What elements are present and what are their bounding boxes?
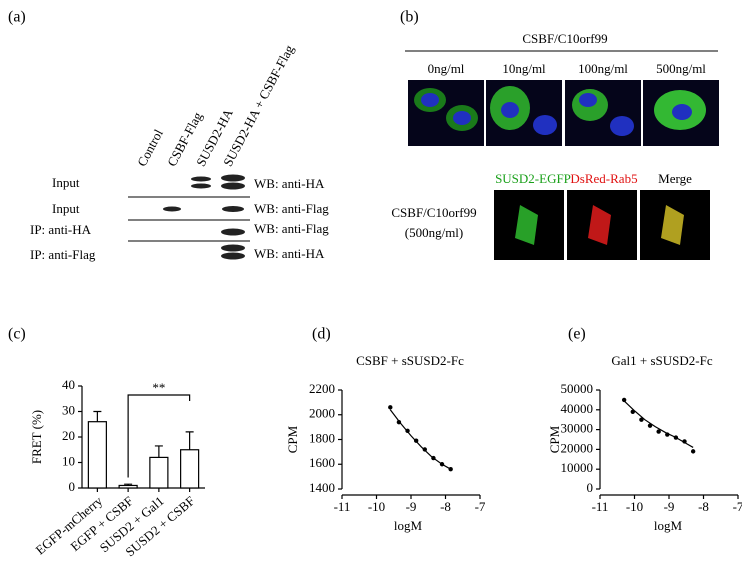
data-point — [656, 429, 661, 434]
fit-curve — [389, 409, 451, 470]
y-tick-label: 20000 — [561, 440, 594, 455]
data-point — [673, 435, 679, 440]
y-tick-label: 10000 — [561, 460, 594, 475]
error-bar — [124, 483, 133, 486]
panel-label: (e) — [568, 326, 586, 343]
y-tick-label: 1600 — [309, 455, 335, 470]
x-tick-label: -8 — [698, 499, 709, 514]
y-tick-label: 30000 — [561, 421, 594, 436]
y-tick-label: 40 — [62, 377, 75, 392]
y-tick-label: 1800 — [309, 430, 335, 445]
y-tick-label: 2200 — [309, 381, 335, 396]
significance-bracket — [127, 394, 191, 478]
data-point — [388, 405, 393, 410]
data-point — [630, 409, 635, 414]
data-point — [682, 439, 687, 444]
y-tick-label: 0 — [587, 480, 594, 495]
wb-label: WB: anti-Flag — [254, 221, 329, 236]
row-label: Input — [52, 201, 80, 216]
x-axis-label: logM — [654, 518, 683, 533]
data-point — [413, 438, 419, 443]
data-point — [439, 462, 445, 467]
treatment-label: CSBF/C10orf99 — [391, 205, 476, 220]
data-point — [396, 419, 402, 425]
y-tick-label: 1400 — [309, 480, 335, 495]
panel-label: (d) — [312, 326, 331, 343]
micrographs — [408, 80, 719, 260]
chart-title: CSBF + sSUSD2-Fc — [356, 353, 464, 368]
data-point — [448, 467, 453, 472]
error-bar — [93, 410, 102, 422]
x-tick-label: -7 — [475, 499, 486, 514]
panel-label: (b) — [400, 9, 419, 26]
y-tick-label: 20 — [62, 428, 75, 443]
dose-label: 0ng/ml — [428, 61, 465, 76]
panel-label: (c) — [8, 326, 26, 343]
bar — [118, 484, 138, 489]
x-tick-label: -10 — [626, 499, 643, 514]
y-tick-label: 0 — [69, 479, 76, 494]
data-point — [639, 417, 644, 422]
error-bar — [154, 445, 163, 458]
y-tick-label: 50000 — [561, 381, 594, 396]
annotation: ** — [152, 380, 165, 395]
x-tick-label: -9 — [406, 499, 417, 514]
y-tick-label: 2000 — [309, 406, 335, 421]
data-point — [665, 432, 670, 437]
x-tick-label: -8 — [440, 499, 451, 514]
wb-label: WB: anti-HA — [254, 246, 325, 261]
x-axis-label: logM — [394, 518, 423, 533]
x-tick-label: -11 — [592, 499, 609, 514]
x-tick-label: -10 — [368, 499, 385, 514]
x-tick-label: -11 — [334, 499, 351, 514]
y-axis-label: CPM — [285, 425, 300, 453]
y-axis-label: FRET (%) — [29, 410, 44, 464]
lane-label: SUSD2-HA + CSBF-Flag — [220, 42, 297, 169]
wb-label: WB: anti-Flag — [254, 201, 329, 216]
row-label: IP: anti-HA — [30, 222, 92, 237]
y-tick-label: 10 — [62, 453, 75, 468]
row-label: IP: anti-Flag — [30, 247, 96, 262]
x-tick-label: -9 — [664, 499, 675, 514]
data-point — [431, 455, 436, 461]
lane-label: Control — [134, 126, 166, 168]
dose-label: 100ng/ml — [578, 61, 628, 76]
bar — [149, 456, 169, 489]
x-tick-label: -7 — [733, 499, 742, 514]
dose-label: 500ng/ml — [656, 61, 706, 76]
data-point — [690, 449, 696, 454]
treatment-label: CSBF/C10orf99 — [522, 31, 607, 46]
wb-label: WB: anti-HA — [254, 176, 325, 191]
y-axis-label: CPM — [547, 425, 562, 453]
channel-label: SUSD2-EGFP — [495, 171, 571, 186]
channel-label: Merge — [658, 171, 692, 186]
error-bar — [185, 431, 194, 450]
data-point — [621, 397, 627, 403]
dose-label: 10ng/ml — [502, 61, 546, 76]
panel-label: (a) — [8, 9, 26, 26]
channel-label: DsRed-Rab5 — [570, 171, 637, 186]
blot — [128, 174, 250, 260]
chart-title: Gal1 + sSUSD2-Fc — [611, 353, 712, 368]
dose-label: (500ng/ml) — [405, 225, 464, 240]
data-point — [422, 447, 427, 452]
data-point — [647, 423, 653, 428]
bar — [87, 421, 107, 489]
y-tick-label: 40000 — [561, 401, 594, 416]
row-label: Input — [52, 175, 80, 190]
bar — [180, 449, 200, 489]
data-point — [405, 428, 410, 434]
y-tick-label: 30 — [62, 402, 75, 417]
